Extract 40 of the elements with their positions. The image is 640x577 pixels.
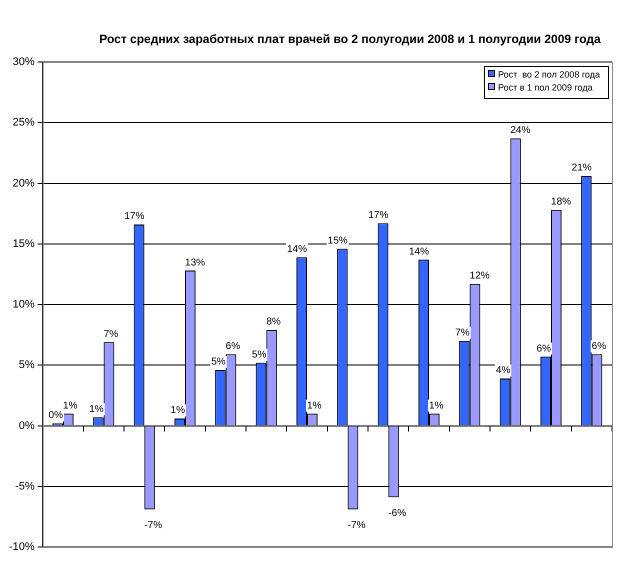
data-label: 13% [185, 257, 206, 268]
data-label: 7% [104, 328, 118, 340]
data-label: 5% [252, 349, 266, 360]
data-label: -7% [348, 520, 366, 532]
data-label: 1% [63, 400, 78, 412]
y-tick-label: 10% [12, 298, 35, 311]
y-tick-label: 0% [18, 420, 35, 432]
data-label: 6% [592, 340, 606, 352]
data-label: 12% [470, 270, 490, 282]
data-label: 14% [408, 246, 430, 258]
legend-label: Рост во 2 пол 2008 года [498, 69, 600, 80]
chart-title: Рост средних заработных плат врачей во 2 полугодии 2008 и 1 полугодии 2009 года [98, 32, 602, 46]
data-label: 1% [307, 400, 322, 412]
y-tick-label: -10% [8, 541, 35, 554]
data-label: 21% [572, 162, 592, 174]
data-label: 4% [496, 365, 510, 376]
y-tick-label: 5% [18, 359, 35, 372]
data-label: 1% [429, 400, 444, 412]
data-label: -6% [388, 508, 406, 520]
legend-label: Рост в 1 пол 2009 года [498, 82, 593, 92]
data-label: 17% [368, 210, 388, 222]
data-label: 6% [536, 343, 552, 354]
data-label: 1% [170, 405, 186, 416]
data-label: 17% [124, 211, 144, 222]
y-tick-label: 30% [12, 56, 35, 68]
y-tick-label: 20% [12, 177, 35, 190]
y-tick-label: -5% [15, 480, 35, 492]
data-label: 24% [510, 125, 530, 136]
data-label: 5% [211, 356, 226, 368]
data-label: 1% [89, 404, 104, 416]
data-label: 15% [328, 235, 348, 246]
data-label: 8% [266, 316, 281, 328]
data-label: 7% [455, 328, 470, 339]
data-label: 0% [48, 410, 64, 422]
data-label: -7% [144, 520, 162, 532]
y-tick-label: 15% [12, 238, 35, 250]
y-tick-label: 25% [12, 116, 35, 129]
data-label: 6% [226, 340, 240, 352]
data-label: 18% [551, 196, 572, 208]
data-label: 14% [286, 244, 308, 255]
